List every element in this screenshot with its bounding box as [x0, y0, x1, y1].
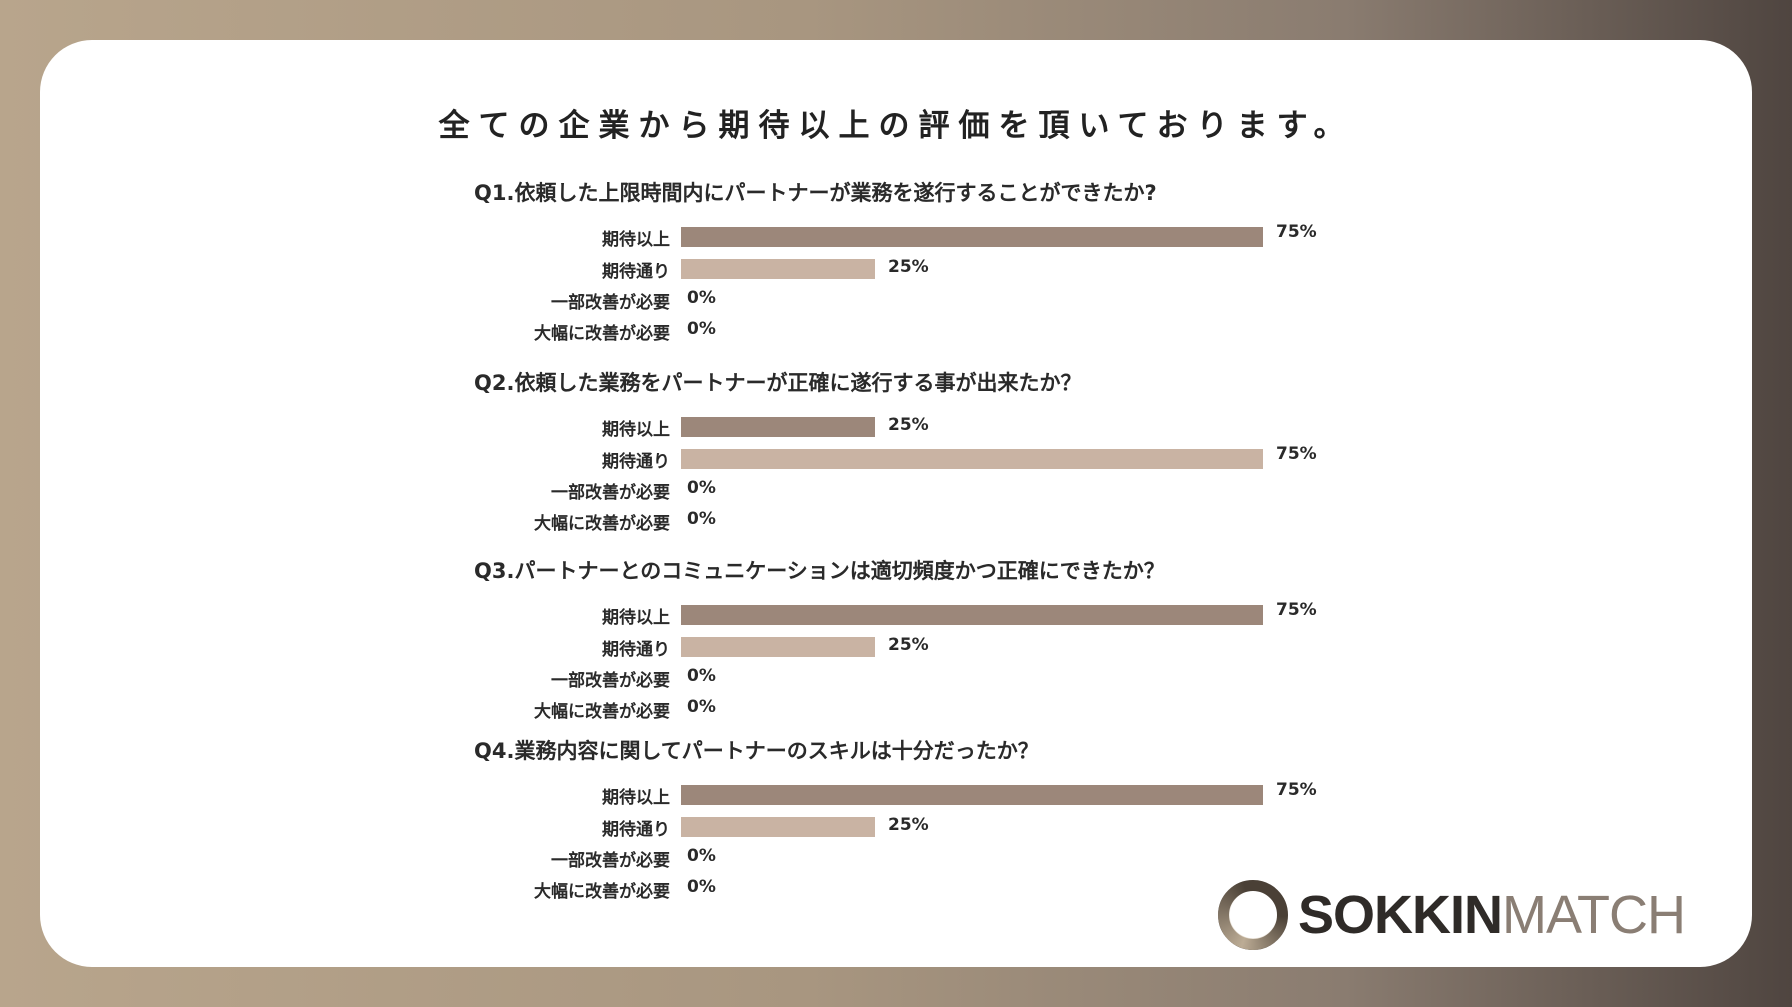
bar-as-expected [681, 637, 875, 657]
value-label: 0% [687, 319, 716, 339]
bar-above-expectation [681, 227, 1263, 247]
category-label: 期待以上 [602, 420, 670, 440]
category-label: 一部改善が必要 [551, 483, 670, 503]
value-label: 0% [687, 509, 716, 529]
category-label: 一部改善が必要 [551, 671, 670, 691]
value-label: 25% [888, 815, 929, 835]
category-label: 一部改善が必要 [551, 851, 670, 871]
value-label: 25% [888, 415, 929, 435]
bar-above-expectation [681, 417, 875, 437]
logo-wordmark: SOKKINMATCH [1298, 883, 1686, 947]
bar-as-expected [681, 449, 1263, 469]
page-title: 全ての企業から期待以上の評価を頂いております。 [438, 108, 1354, 144]
category-label: 大幅に改善が必要 [534, 882, 670, 902]
category-label: 期待通り [602, 820, 670, 840]
bar-above-expectation [681, 605, 1263, 625]
value-label: 75% [1276, 222, 1317, 242]
question-title: Q3.パートナーとのコミュニケーションは適切頻度かつ正確にできたか？ [474, 559, 1165, 583]
question-title: Q2.依頼した業務をパートナーが正確に遂行する事が出来たか？ [474, 371, 1082, 395]
category-label: 大幅に改善が必要 [534, 702, 670, 722]
category-label: 期待以上 [602, 230, 670, 250]
value-label: 75% [1276, 600, 1317, 620]
value-label: 25% [888, 635, 929, 655]
category-label: 期待以上 [602, 788, 670, 808]
value-label: 0% [687, 877, 716, 897]
value-label: 0% [687, 846, 716, 866]
category-label: 期待通り [602, 262, 670, 282]
value-label: 0% [687, 666, 716, 686]
bar-as-expected [681, 817, 875, 837]
value-label: 0% [687, 697, 716, 717]
value-label: 25% [888, 257, 929, 277]
value-label: 0% [687, 478, 716, 498]
category-label: 期待通り [602, 640, 670, 660]
value-label: 75% [1276, 444, 1317, 464]
category-label: 大幅に改善が必要 [534, 324, 670, 344]
logo-wordmark-bold: SOKKIN [1298, 885, 1503, 945]
value-label: 75% [1276, 780, 1317, 800]
category-label: 一部改善が必要 [551, 293, 670, 313]
category-label: 期待以上 [602, 608, 670, 628]
question-title: Q4.業務内容に関してパートナーのスキルは十分だったか？ [474, 739, 1039, 763]
bar-above-expectation [681, 785, 1263, 805]
category-label: 期待通り [602, 452, 670, 472]
content-card [40, 40, 1752, 967]
question-title: Q1.依頼した上限時間内にパートナーが業務を遂行することができたか? [474, 181, 1157, 205]
category-label: 大幅に改善が必要 [534, 514, 670, 534]
value-label: 0% [687, 288, 716, 308]
bar-as-expected [681, 259, 875, 279]
logo-wordmark-light: MATCH [1502, 885, 1686, 945]
logo-ring-icon [1218, 880, 1288, 950]
